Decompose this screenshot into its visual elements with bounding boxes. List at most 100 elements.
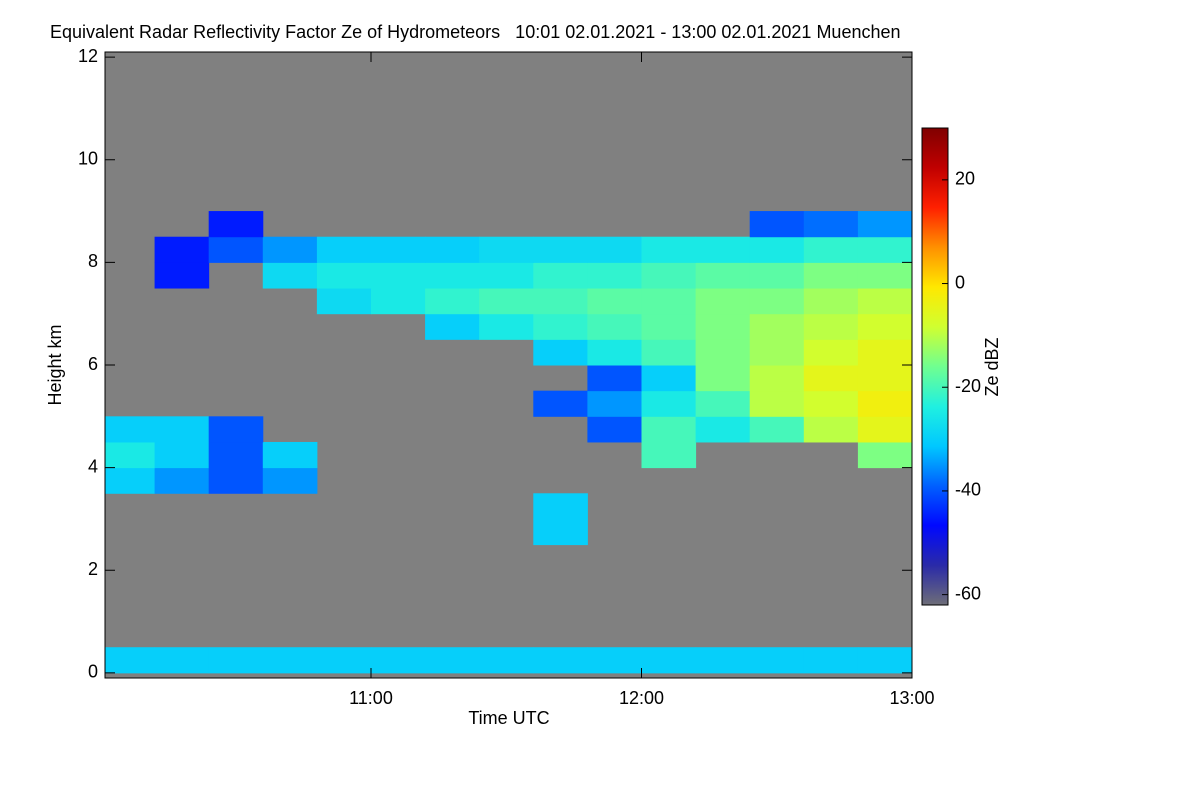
x-tick-label: 11:00 [349, 688, 393, 708]
heatmap-cell [803, 236, 859, 263]
heatmap-cell [479, 647, 534, 674]
heatmap-cell [425, 647, 480, 674]
heatmap-cell [262, 441, 318, 469]
heatmap-cell [533, 339, 588, 366]
heatmap-cell [316, 236, 372, 263]
heatmap-cell [533, 493, 588, 520]
heatmap-cell [262, 467, 318, 494]
heatmap-cell [479, 236, 534, 263]
chart-title: Equivalent Radar Reflectivity Factor Ze … [50, 22, 901, 42]
heatmap-cell [587, 262, 642, 289]
heatmap-cell [803, 339, 859, 366]
heatmap-cell [803, 313, 859, 340]
y-tick-label: 10 [78, 149, 98, 169]
heatmap-cell [695, 365, 751, 392]
heatmap-cell [641, 416, 697, 443]
heatmap-cell [641, 647, 697, 674]
heatmap-cell [857, 416, 912, 443]
heatmap-cell [803, 288, 859, 315]
heatmap-cell [749, 211, 805, 238]
heatmap-cell [803, 647, 859, 674]
heatmap-cell [641, 339, 697, 366]
heatmap-cell [479, 288, 534, 315]
heatmap-cells [105, 211, 912, 674]
heatmap-cell [533, 313, 588, 340]
heatmap-cell [587, 365, 642, 392]
colorbar-label: Ze dBZ [982, 337, 1002, 396]
heatmap-cell [749, 339, 805, 366]
heatmap-cell [425, 313, 480, 340]
heatmap-cell [533, 518, 588, 546]
heatmap-cell [803, 262, 859, 289]
heatmap-cell [105, 467, 156, 494]
heatmap-cell [587, 236, 642, 263]
colorbar-tick-label: 0 [955, 272, 965, 292]
heatmap-cell [641, 313, 697, 340]
heatmap-cell [208, 441, 264, 469]
heatmap-cell [533, 262, 588, 289]
heatmap-cell [803, 390, 859, 417]
colorbar-tick-label: -40 [955, 480, 981, 500]
heatmap-cell [208, 467, 264, 494]
heatmap-cell [695, 416, 751, 443]
heatmap-cell [641, 441, 697, 469]
heatmap-cell [425, 262, 480, 289]
heatmap-cell [370, 647, 426, 674]
y-tick-label: 8 [88, 251, 98, 271]
heatmap-cell [857, 647, 912, 674]
heatmap-cell [695, 390, 751, 417]
heatmap-cell [533, 236, 588, 263]
heatmap-cell [857, 236, 912, 263]
heatmap-cell [262, 647, 318, 674]
heatmap-cell [587, 416, 642, 443]
heatmap-cell [749, 416, 805, 443]
heatmap-cell [533, 647, 588, 674]
heatmap-cell [262, 262, 318, 289]
y-tick-label: 12 [78, 46, 98, 66]
heatmap-cell [154, 262, 210, 289]
heatmap-cell [749, 288, 805, 315]
heatmap-cell [749, 262, 805, 289]
heatmap-cell [749, 365, 805, 392]
heatmap-cell [208, 647, 264, 674]
heatmap-cell [533, 288, 588, 315]
heatmap-cell [749, 236, 805, 263]
colorbar-tick-label: -20 [955, 376, 981, 396]
heatmap-cell [695, 647, 751, 674]
heatmap-cell [587, 647, 642, 674]
heatmap-cell [857, 390, 912, 417]
colorbar-tick-label: -60 [955, 583, 981, 603]
heatmap-cell [208, 416, 264, 443]
heatmap-cell [316, 288, 372, 315]
heatmap-cell [857, 441, 912, 469]
heatmap-cell [803, 211, 859, 238]
x-tick-label: 12:00 [619, 688, 664, 708]
heatmap-cell [857, 211, 912, 238]
heatmap-cell [695, 339, 751, 366]
heatmap-cell [479, 262, 534, 289]
heatmap-cell [695, 288, 751, 315]
heatmap-cell [479, 313, 534, 340]
heatmap-cell [425, 236, 480, 263]
heatmap-cell [316, 647, 372, 674]
heatmap-cell [641, 365, 697, 392]
y-tick-label: 2 [88, 559, 98, 579]
heatmap-cell [425, 288, 480, 315]
heatmap-cell [695, 313, 751, 340]
heatmap-cell [641, 236, 697, 263]
heatmap-cell [695, 262, 751, 289]
heatmap-cell [105, 647, 156, 674]
heatmap-cell [641, 262, 697, 289]
heatmap-cell [154, 416, 210, 443]
x-tick-label: 13:00 [889, 688, 934, 708]
heatmap-cell [208, 211, 264, 238]
y-tick-label: 6 [88, 354, 98, 374]
heatmap-cell [587, 288, 642, 315]
heatmap-cell [587, 339, 642, 366]
colorbar-tick-label: 20 [955, 169, 975, 189]
heatmap-cell [105, 441, 156, 469]
heatmap-cell [587, 390, 642, 417]
heatmap-cell [857, 339, 912, 366]
y-tick-label: 4 [88, 456, 98, 476]
